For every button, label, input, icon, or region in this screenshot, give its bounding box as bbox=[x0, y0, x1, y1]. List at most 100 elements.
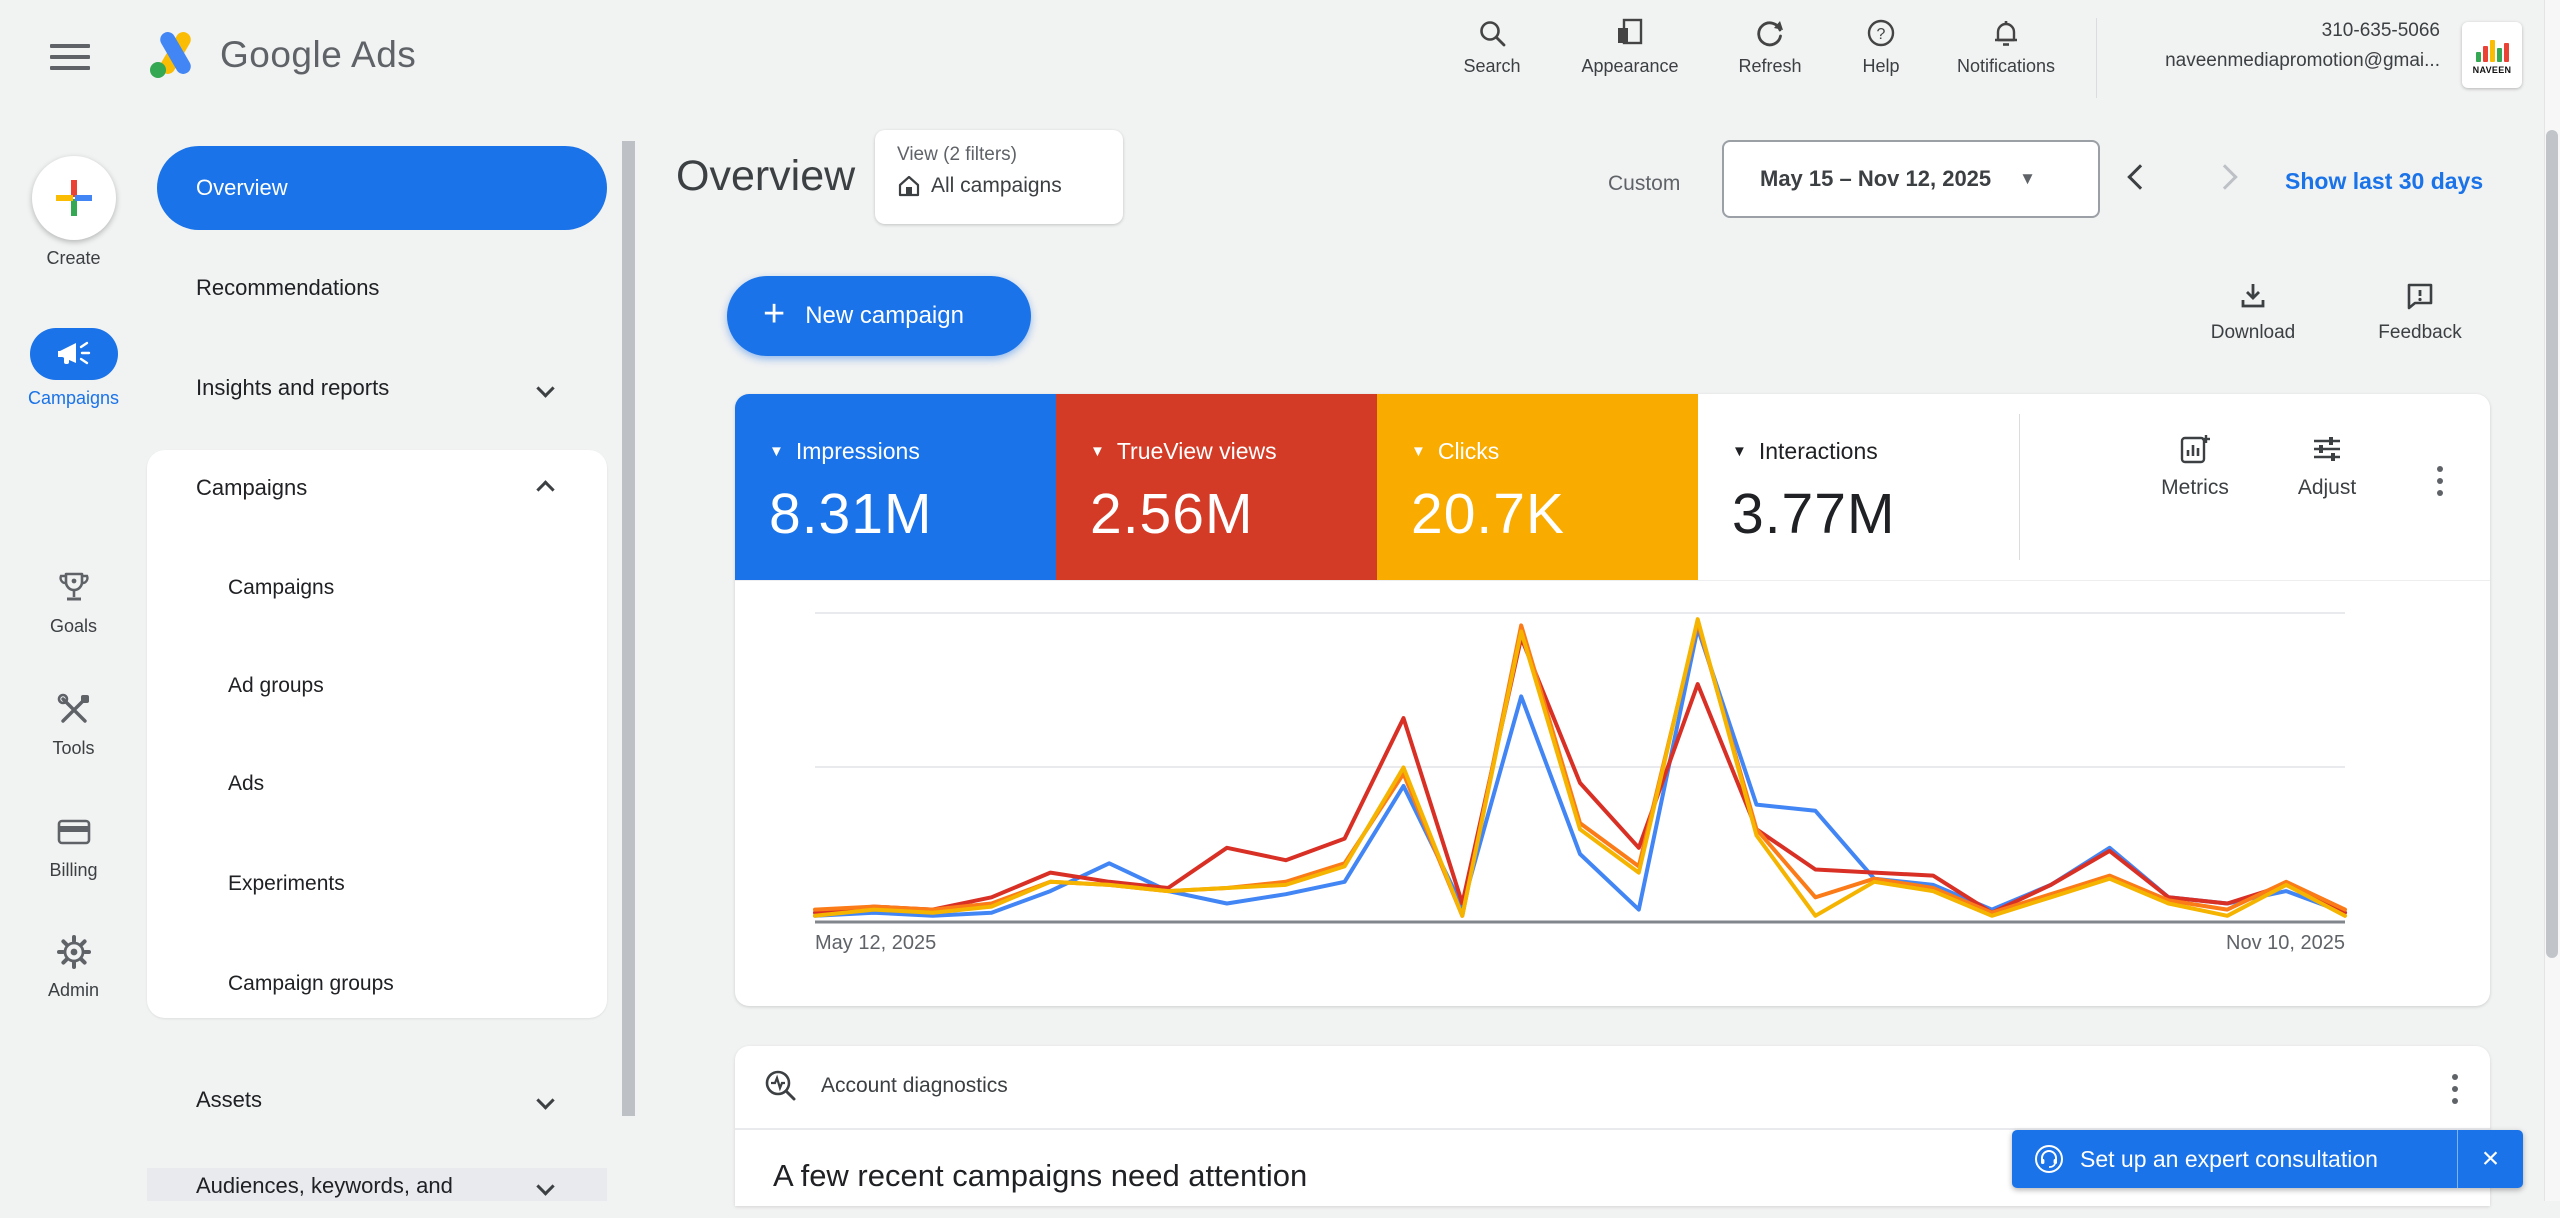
nav-subitem-ad-groups[interactable]: Ad groups bbox=[147, 654, 607, 718]
nav-subitem-experiments[interactable]: Experiments bbox=[147, 852, 607, 916]
refresh-button[interactable]: Refresh bbox=[1695, 18, 1845, 77]
help-icon: ? bbox=[1867, 19, 1895, 47]
appearance-button[interactable]: Appearance bbox=[1555, 18, 1705, 77]
chart-line-interactions bbox=[813, 620, 2347, 918]
headset-icon bbox=[2035, 1145, 2063, 1173]
nav-subitem-campaigns-label: Campaigns bbox=[228, 576, 335, 599]
account-email: naveenmediapromotion@gmai... bbox=[2165, 50, 2440, 71]
nav-recommendations-label: Recommendations bbox=[196, 275, 380, 300]
trophy-icon bbox=[58, 572, 89, 601]
adjust-button[interactable]: Adjust bbox=[2257, 432, 2397, 500]
nav-item-insights-and-reports[interactable]: Insights and reports bbox=[147, 356, 607, 420]
google-ads-logo[interactable]: Google Ads bbox=[146, 28, 416, 82]
account-avatar[interactable]: NAVEEN bbox=[2462, 22, 2522, 88]
nav-subitem-ad-groups-label: Ad groups bbox=[228, 674, 324, 697]
scorecard-value: 2.56M bbox=[1090, 482, 1254, 546]
rail-item-billing[interactable]: Billing bbox=[0, 812, 147, 881]
all-campaigns-label: All campaigns bbox=[931, 174, 1062, 197]
adjust-label: Adjust bbox=[2297, 476, 2357, 499]
card-overflow-menu[interactable] bbox=[2437, 466, 2443, 502]
download-button[interactable]: Download bbox=[2173, 280, 2333, 344]
rail-item-tools[interactable]: Tools bbox=[0, 690, 147, 759]
page-title: Overview bbox=[676, 152, 856, 200]
rail-item-create[interactable]: Create bbox=[0, 156, 147, 269]
create-button[interactable] bbox=[31, 156, 116, 240]
caret-down-icon: ▼ bbox=[2019, 169, 2036, 188]
next-period-button[interactable] bbox=[2205, 160, 2245, 200]
nav-item-overview[interactable]: Overview bbox=[157, 146, 607, 230]
caret-down-icon: ▼ bbox=[1732, 443, 1747, 460]
download-icon bbox=[2241, 284, 2265, 308]
avatar-chart-graphic bbox=[2475, 36, 2509, 62]
adjust-sliders-icon bbox=[2314, 437, 2340, 461]
campaigns-expanded-card bbox=[147, 450, 607, 1018]
google-ads-logo-icon bbox=[150, 32, 191, 78]
rail-item-campaigns[interactable]: Campaigns bbox=[0, 328, 147, 409]
megaphone-icon bbox=[57, 341, 90, 365]
scorecard-impressions[interactable]: ▼ Impressions 8.31M bbox=[735, 394, 1056, 580]
home-icon bbox=[898, 175, 920, 197]
scorecard-interactions[interactable]: ▼ Interactions 3.77M bbox=[1698, 394, 2008, 580]
view-filters-label: View (2 filters) bbox=[897, 144, 1018, 165]
account-phone: 310-635-5066 bbox=[2321, 20, 2440, 41]
view-filters-chip[interactable]: View (2 filters) All campaigns bbox=[875, 130, 1123, 224]
caret-down-icon: ▼ bbox=[1090, 443, 1105, 460]
nav-subitem-campaign-groups[interactable]: Campaign groups bbox=[147, 952, 607, 1016]
campaigns-active-pill[interactable] bbox=[29, 328, 118, 380]
nav-panel: Overview Recommendations Insights and re… bbox=[147, 116, 635, 1201]
date-mode-label: Custom bbox=[1608, 172, 1681, 195]
nav-subitem-experiments-label: Experiments bbox=[228, 872, 345, 895]
nav-item-recommendations[interactable]: Recommendations bbox=[147, 256, 607, 320]
caret-down-icon: ▼ bbox=[1411, 443, 1426, 460]
chevron-up-icon bbox=[536, 475, 555, 502]
search-icon bbox=[1480, 21, 1506, 47]
plus-icon bbox=[55, 180, 92, 216]
nav-scrollbar[interactable] bbox=[622, 141, 635, 1116]
chart-line-trueview-views bbox=[813, 635, 2347, 915]
scorecard-clicks[interactable]: ▼ Clicks 20.7K bbox=[1377, 394, 1698, 580]
expert-consultation-button[interactable]: Set up an expert consultation bbox=[2012, 1144, 2457, 1174]
rail-item-admin[interactable]: Admin bbox=[0, 932, 147, 1001]
credit-card-icon bbox=[57, 819, 90, 845]
chevron-down-icon bbox=[536, 1087, 555, 1113]
left-rail: Create Campaigns Goals bbox=[0, 116, 147, 1201]
nav-item-campaigns[interactable]: Campaigns bbox=[147, 456, 607, 520]
nav-subitem-ads-label: Ads bbox=[228, 772, 265, 795]
nav-subitem-campaign-groups-label: Campaign groups bbox=[228, 972, 394, 995]
diagnostics-overflow-menu[interactable] bbox=[2452, 1074, 2458, 1110]
banner-close-button[interactable]: × bbox=[2457, 1130, 2523, 1188]
diagnostics-title: Account diagnostics bbox=[821, 1074, 1008, 1097]
new-campaign-button[interactable]: + New campaign bbox=[727, 276, 1031, 356]
metrics-button[interactable]: Metrics bbox=[2125, 432, 2265, 500]
rail-admin-label: Admin bbox=[47, 980, 100, 1000]
divider bbox=[735, 1128, 2490, 1130]
date-range-picker[interactable]: May 15 – Nov 12, 2025 ▼ bbox=[1722, 140, 2100, 218]
metrics-label: Metrics bbox=[2161, 476, 2229, 499]
gear-icon bbox=[56, 935, 91, 969]
page-scrollbar-thumb[interactable] bbox=[2546, 130, 2558, 958]
scorecard-trueview-views[interactable]: ▼ TrueView views 2.56M bbox=[1056, 394, 1377, 580]
expert-consultation-banner: Set up an expert consultation × bbox=[2012, 1130, 2523, 1188]
scorecard-value: 3.77M bbox=[1732, 482, 1896, 546]
scorecard-value: 8.31M bbox=[769, 482, 933, 546]
refresh-icon bbox=[1757, 21, 1783, 47]
menu-icon[interactable] bbox=[50, 44, 90, 74]
nav-audiences-label: Audiences, keywords, and bbox=[196, 1173, 453, 1198]
notifications-button[interactable]: Notifications bbox=[1931, 18, 2081, 77]
help-button[interactable]: ? Help bbox=[1806, 18, 1956, 77]
nav-item-assets[interactable]: Assets bbox=[147, 1068, 607, 1132]
search-label: Search bbox=[1463, 56, 1521, 76]
previous-period-button[interactable] bbox=[2120, 160, 2160, 200]
notifications-label: Notifications bbox=[1956, 56, 2056, 76]
nav-item-audiences-keywords[interactable]: Audiences, keywords, and bbox=[147, 1154, 607, 1218]
nav-subitem-ads[interactable]: Ads bbox=[147, 752, 607, 816]
rail-item-goals[interactable]: Goals bbox=[0, 568, 147, 637]
search-button[interactable]: Search bbox=[1417, 18, 1567, 77]
nav-subitem-campaigns[interactable]: Campaigns bbox=[147, 556, 607, 620]
chart-line-clicks bbox=[813, 617, 2347, 918]
new-campaign-label: New campaign bbox=[805, 302, 964, 329]
scorecard-label: Impressions bbox=[795, 438, 920, 464]
show-last-30-days-link[interactable]: Show last 30 days bbox=[2285, 168, 2484, 194]
metrics-icon bbox=[2180, 435, 2210, 464]
feedback-button[interactable]: Feedback bbox=[2340, 280, 2500, 344]
